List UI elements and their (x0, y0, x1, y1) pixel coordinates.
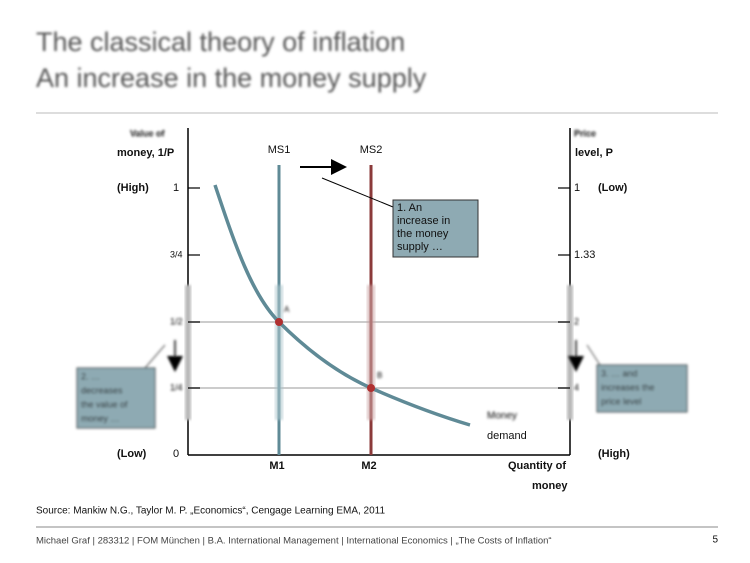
highlight (567, 285, 573, 420)
x-axis-title: Quantity of (508, 460, 566, 472)
pointer (321, 177, 394, 208)
tick-label: 0 (173, 448, 179, 460)
footer: Michael Graf | 283312 | FOM München | B.… (36, 536, 552, 547)
tick-label: 4 (574, 382, 579, 392)
title: The classical theory of inflation An inc… (36, 27, 427, 93)
callout-line: decreases (81, 385, 123, 395)
point (275, 318, 283, 326)
callout-line: increase in (397, 215, 450, 227)
callout: 3. … and increases the price level (568, 340, 688, 413)
tick-label: 1 (173, 182, 179, 194)
x-label: M2 (361, 460, 376, 472)
axis-title: Price (574, 128, 596, 138)
callout-line: 3. … and (601, 368, 638, 378)
callout-line: the money (397, 228, 449, 240)
line-label: MS1 (268, 144, 291, 156)
title-line: An increase in the money supply (36, 63, 427, 93)
demand-curve (213, 184, 471, 427)
axis-note: (Low) (117, 448, 147, 460)
axis-title: level, P (575, 147, 613, 159)
point-label: B (377, 371, 382, 380)
page-number: 5 (712, 535, 718, 546)
curve-label: Money (487, 411, 517, 422)
axis-note: (Low) (598, 182, 628, 194)
point-labels: A B (284, 305, 382, 380)
callout-line: money … (81, 413, 120, 423)
tick-label: 1/2 (170, 316, 183, 326)
line-label: MS2 (360, 144, 383, 156)
highlight (185, 285, 191, 420)
callout-line: the value of (81, 399, 128, 409)
axis-note: (High) (598, 448, 630, 460)
x-label: M1 (269, 460, 284, 472)
tick-label: 1 (574, 182, 580, 194)
axis-title: money, 1/P (117, 147, 174, 159)
tick-label: 1/4 (170, 382, 183, 392)
tick-label: 1.33 (574, 249, 595, 261)
callout: 2. … decreases the value of money … (76, 340, 183, 429)
highlight (275, 285, 283, 420)
source: Source: Mankiw N.G., Taylor M. P. „Econo… (36, 506, 385, 517)
callout-line: 2. … (81, 371, 100, 381)
axis-title: Value of (130, 128, 166, 138)
callout: 1. An increase in the money supply … (397, 202, 450, 253)
curve-label: demand (487, 430, 527, 442)
axis-note: (High) (117, 182, 149, 194)
tick-label: 3/4 (170, 249, 183, 259)
callout-line: price level (601, 396, 642, 406)
point (367, 384, 375, 392)
callout-line: 1. An (397, 202, 422, 214)
tick-label: 2 (574, 316, 579, 326)
callout-box (392, 199, 479, 258)
ticks (188, 187, 570, 389)
title-line: The classical theory of inflation (36, 27, 405, 57)
point-label: A (284, 305, 290, 314)
callout-line: increases the (601, 382, 655, 392)
highlight (367, 285, 375, 420)
callout-line: supply … (397, 241, 443, 253)
x-axis-title: money (532, 480, 568, 492)
